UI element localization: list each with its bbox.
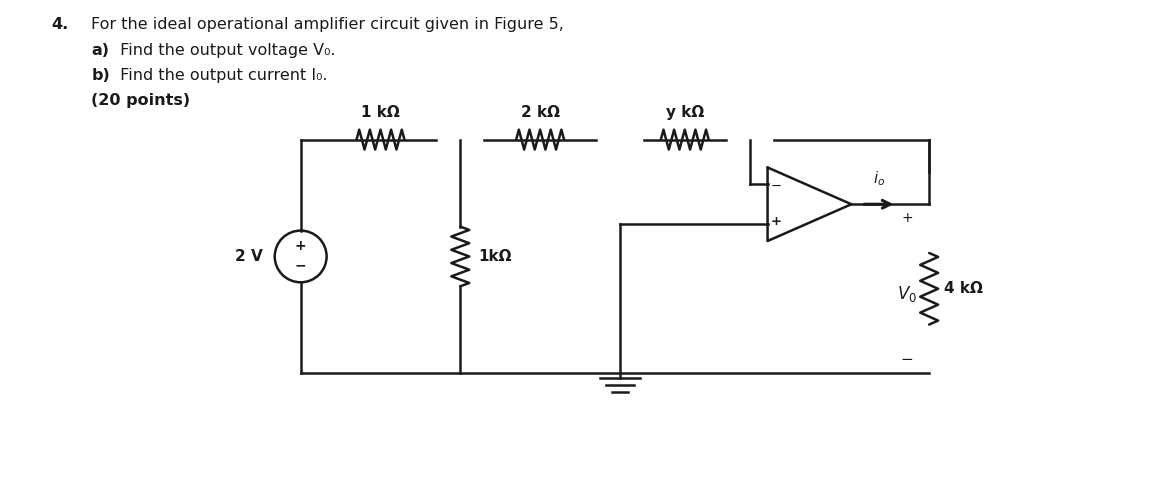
Text: −: − <box>771 180 782 193</box>
Text: −: − <box>295 258 307 273</box>
Text: −: − <box>901 352 914 367</box>
Text: $i_o$: $i_o$ <box>873 169 885 188</box>
Text: $V_0$: $V_0$ <box>897 284 917 304</box>
Text: (20 points): (20 points) <box>91 93 191 108</box>
Text: +: + <box>771 215 782 228</box>
Text: 1 kΩ: 1 kΩ <box>362 105 400 120</box>
Text: 2 V: 2 V <box>235 249 263 264</box>
Text: Find the output voltage V₀.: Find the output voltage V₀. <box>115 43 336 58</box>
Text: Find the output current I₀.: Find the output current I₀. <box>115 68 328 83</box>
Text: b): b) <box>91 68 110 83</box>
Text: 4.: 4. <box>51 17 69 32</box>
Text: a): a) <box>91 43 109 58</box>
Text: y kΩ: y kΩ <box>666 105 704 120</box>
Text: 1kΩ: 1kΩ <box>479 249 511 264</box>
Text: +: + <box>901 211 913 225</box>
Text: 2 kΩ: 2 kΩ <box>521 105 559 120</box>
Text: 4 kΩ: 4 kΩ <box>944 281 983 296</box>
Text: +: + <box>295 239 307 253</box>
Text: For the ideal operational amplifier circuit given in Figure 5,: For the ideal operational amplifier circ… <box>91 17 564 32</box>
